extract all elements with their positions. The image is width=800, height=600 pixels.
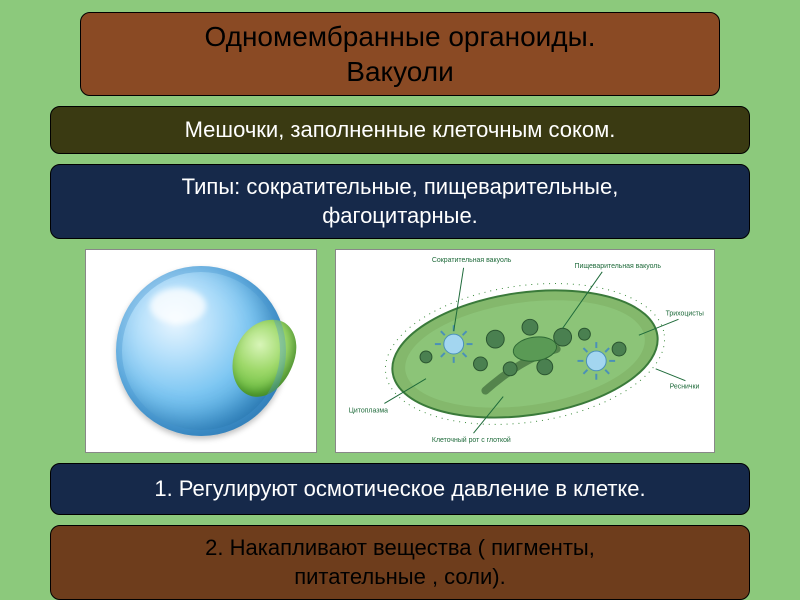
label-cilia: Реснички	[670, 384, 700, 391]
types-line2: фагоцитарные.	[322, 202, 478, 231]
function2-box: 2. Накапливают вещества ( пигменты, пита…	[50, 525, 750, 600]
label-digestive: Пищеварительная вакуоль	[575, 263, 662, 270]
paramecium-svg: Сократительная вакуоль Пищеварительная в…	[336, 250, 714, 452]
function1-box: 1. Регулируют осмотическое давление в кл…	[50, 463, 750, 515]
vacuole-image	[85, 249, 317, 453]
label-mouth: Клеточный рот с глоткой	[432, 436, 511, 444]
chloroplast-shape	[225, 312, 303, 404]
label-trichocysts: Трихоцисты	[666, 311, 704, 318]
title-line1: Одномембранные органоиды.	[204, 19, 595, 54]
label-contractile: Сократительная вакуоль	[432, 257, 512, 264]
title-line2: Вакуоли	[346, 54, 453, 89]
types-box: Типы: сократительные, пищеварительные, ф…	[50, 164, 750, 239]
subtitle-box: Мешочки, заполненные клеточным соком.	[50, 106, 750, 154]
images-row: Сократительная вакуоль Пищеварительная в…	[50, 249, 750, 453]
label-cytoplasm: Цитоплазма	[349, 408, 388, 415]
subtitle-text: Мешочки, заполненные клеточным соком.	[185, 117, 616, 143]
title-box: Одномембранные органоиды. Вакуоли	[80, 12, 720, 96]
function2-line1: 2. Накапливают вещества ( пигменты,	[205, 534, 595, 563]
function1-text: 1. Регулируют осмотическое давление в кл…	[154, 476, 645, 502]
vacuole-sphere	[116, 266, 286, 436]
function2-line2: питательные , соли).	[294, 563, 506, 592]
types-line1: Типы: сократительные, пищеварительные,	[182, 173, 619, 202]
paramecium-image: Сократительная вакуоль Пищеварительная в…	[335, 249, 715, 453]
